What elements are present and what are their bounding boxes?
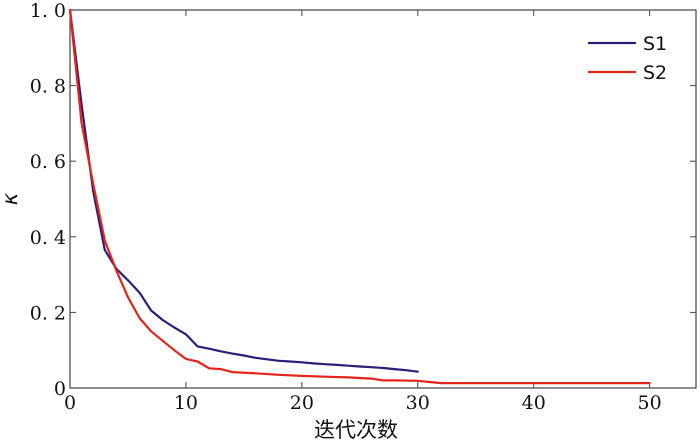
y-tick-label: 0. 4 (30, 227, 66, 249)
x-tick-label: 40 (522, 392, 546, 414)
y-tick-label: 1. 0 (30, 0, 66, 22)
legend-box (560, 22, 684, 126)
y-axis-ticks: 0 0. 2 0. 4 0. 6 0. 8 1. 0 (30, 0, 696, 400)
x-tick-label: 0 (64, 392, 76, 414)
x-axis-label: 迭代次数 (314, 418, 398, 441)
y-axis-label: κ (0, 192, 22, 205)
legend: S1 S2 (560, 22, 684, 126)
plot-frame (69, 9, 697, 389)
legend-label-s1: S1 (643, 33, 667, 55)
x-tick-label: 20 (290, 392, 314, 414)
y-tick-label: 0 (54, 378, 66, 400)
x-axis-ticks: 0 10 20 30 40 50 (64, 10, 662, 414)
y-tick-label: 0. 8 (30, 76, 66, 98)
series-line-s1 (68, 8, 419, 373)
x-tick-label: 50 (638, 392, 662, 414)
x-tick-label: 10 (174, 392, 198, 414)
x-tick-label: 30 (406, 392, 430, 414)
legend-label-s2: S2 (643, 62, 667, 84)
series-layer (68, 8, 651, 385)
y-tick-label: 0. 2 (30, 302, 66, 324)
y-tick-label: 0. 6 (30, 151, 66, 173)
series-line-s2 (68, 8, 651, 385)
